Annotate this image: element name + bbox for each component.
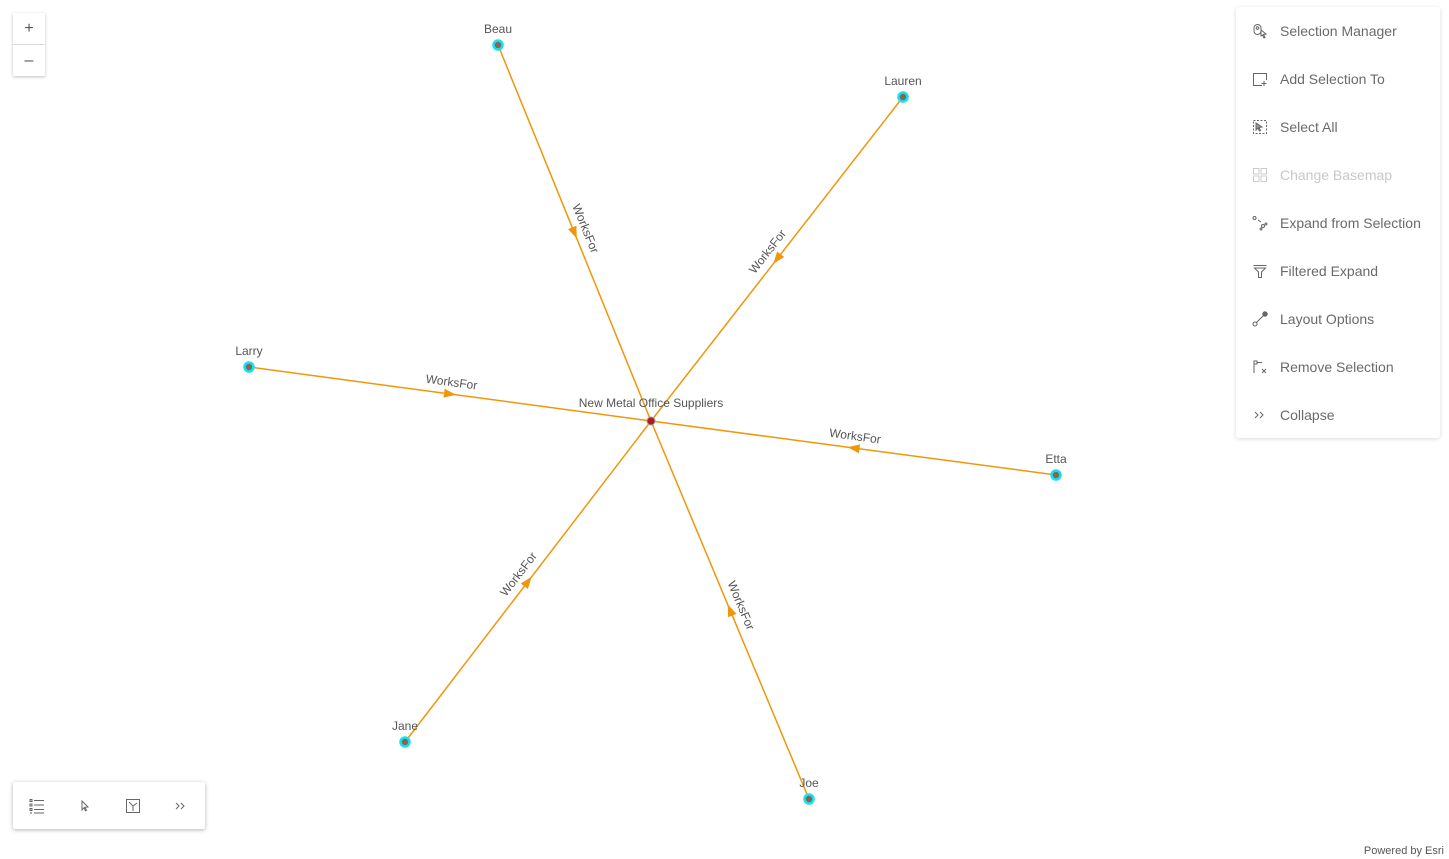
person-node[interactable] — [492, 39, 504, 51]
menu-item-label: Selection Manager — [1280, 23, 1397, 39]
person-node[interactable] — [803, 793, 815, 805]
person-node[interactable] — [399, 736, 411, 748]
zoom-out-button[interactable]: – — [13, 44, 45, 76]
cursor-icon — [81, 799, 90, 811]
zoom-control: + – — [13, 13, 45, 76]
selection-manager-icon — [1253, 24, 1268, 39]
center-node-label: New Metal Office Suppliers — [579, 396, 724, 410]
node-label: Etta — [1045, 452, 1067, 466]
menu-item-label: Change Basemap — [1280, 167, 1393, 183]
arrow-head — [773, 251, 785, 264]
menu-item-select-all[interactable]: Select All — [1236, 103, 1440, 151]
menu-item-label: Filtered Expand — [1280, 263, 1379, 279]
chevrons-right-icon — [175, 802, 185, 809]
list-icon — [29, 798, 44, 813]
add-selection-icon — [1253, 73, 1267, 86]
menu-item-change-basemap: Change Basemap — [1236, 151, 1440, 199]
filter-icon — [1253, 265, 1267, 278]
person-node[interactable] — [1050, 469, 1062, 481]
menu-item-label: Remove Selection — [1280, 359, 1394, 375]
expand-icon — [1252, 216, 1268, 231]
zoom-in-button[interactable]: + — [24, 19, 34, 37]
node-label: Joe — [799, 776, 819, 790]
menu-item-label: Collapse — [1280, 407, 1335, 423]
layout-button[interactable] — [121, 794, 145, 818]
node-label: Larry — [235, 344, 262, 358]
arrow-head — [520, 576, 532, 589]
select-all-icon — [1253, 120, 1267, 134]
organization-node[interactable] — [646, 416, 656, 426]
basemap-icon — [1253, 168, 1267, 182]
menu-item-layout-options[interactable]: Layout Options — [1236, 295, 1440, 343]
menu-item-remove-selection[interactable]: Remove Selection — [1236, 343, 1440, 391]
node-label: Jane — [392, 719, 418, 733]
menu-item-label: Expand from Selection — [1280, 215, 1421, 231]
arrow-head — [847, 444, 861, 454]
bottom-toolbar — [13, 782, 205, 829]
edge-label: WorksFor — [828, 426, 881, 447]
chevrons-right-icon — [1254, 411, 1264, 419]
menu-item-label: Layout Options — [1280, 311, 1375, 327]
node-label: Lauren — [884, 74, 921, 88]
edge-label: WorksFor — [725, 579, 758, 632]
person-node[interactable] — [243, 361, 255, 373]
node-label: Beau — [484, 22, 512, 36]
person-node[interactable] — [897, 91, 909, 103]
menu-item-expand-from-selection[interactable]: Expand from Selection — [1236, 199, 1440, 247]
menu-item-add-selection-to[interactable]: Add Selection To — [1236, 55, 1440, 103]
menu-item-label: Add Selection To — [1280, 71, 1385, 87]
attribution: Powered by Esri — [1363, 845, 1444, 857]
arrow-head — [443, 388, 456, 398]
menu-item-selection-manager[interactable]: Selection Manager — [1236, 7, 1440, 55]
select-button[interactable] — [73, 794, 97, 818]
menu-item-collapse[interactable]: Collapse — [1236, 391, 1440, 439]
action-menu: Selection Manager Add Selection To Selec… — [1236, 7, 1440, 438]
expand-toolbar-button[interactable] — [169, 794, 193, 818]
edge-label: WorksFor — [425, 372, 478, 393]
layout-icon — [126, 798, 140, 813]
layout-icon — [1252, 311, 1268, 327]
remove-selection-icon — [1253, 360, 1267, 374]
menu-item-filtered-expand[interactable]: Filtered Expand — [1236, 247, 1440, 295]
arrow-head — [568, 225, 577, 239]
arrow-head — [727, 604, 737, 618]
list-button[interactable] — [25, 794, 49, 818]
menu-item-label: Select All — [1280, 119, 1338, 135]
